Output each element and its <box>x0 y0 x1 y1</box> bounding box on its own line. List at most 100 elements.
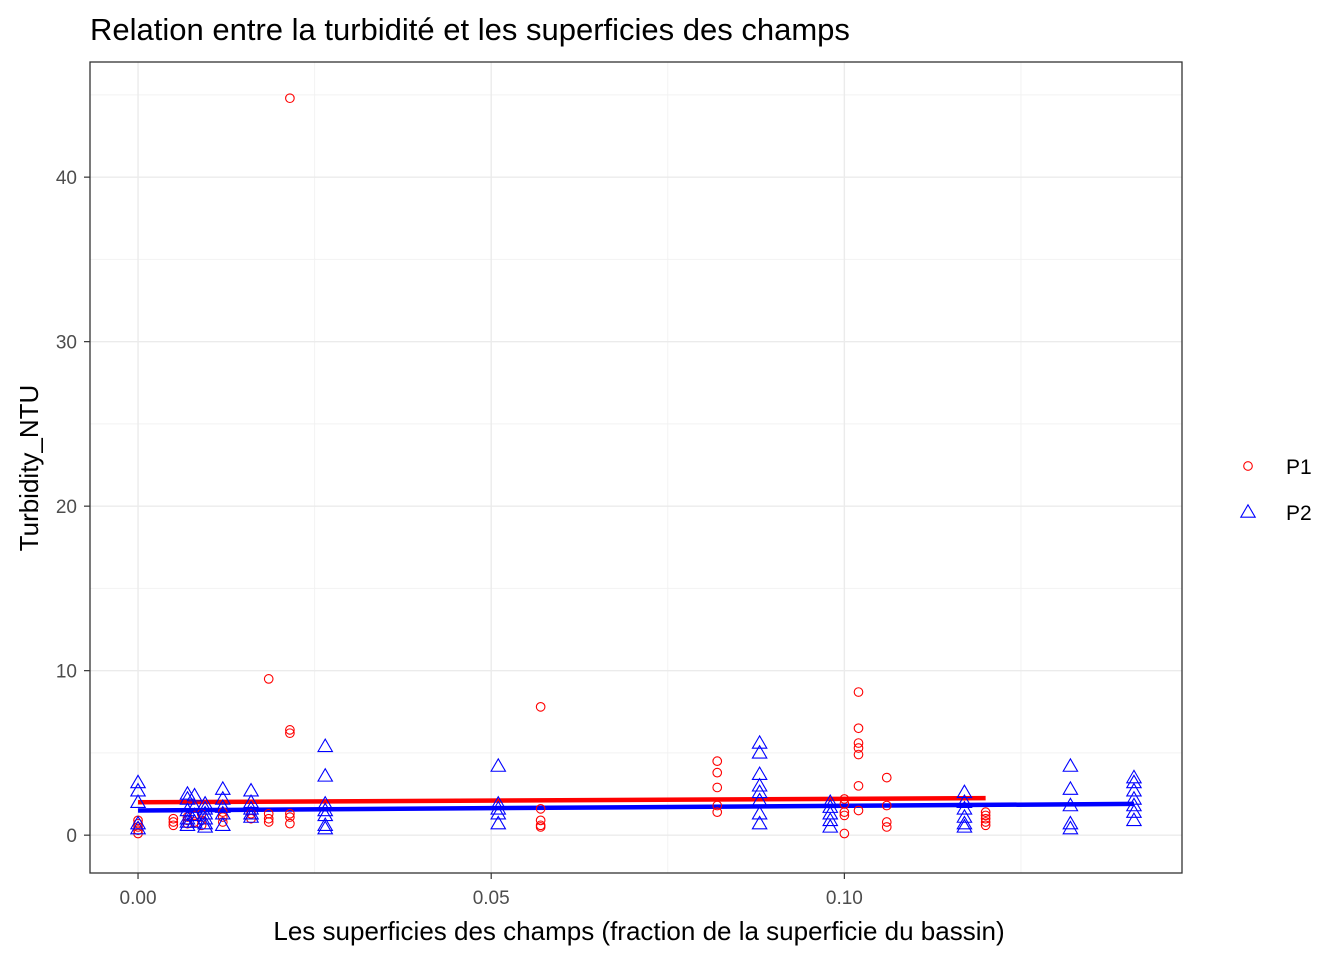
point-p2 <box>179 790 196 805</box>
point-p2 <box>822 793 839 808</box>
point-p2 <box>214 798 231 813</box>
point-p1 <box>712 782 723 793</box>
point-p2 <box>1125 782 1143 797</box>
point-p1 <box>853 738 864 748</box>
point-p2 <box>317 738 334 753</box>
point-p2 <box>129 774 147 789</box>
point-p2 <box>1125 812 1143 827</box>
point-p2 <box>242 808 260 823</box>
point-p2 <box>129 815 147 830</box>
point-p1 <box>839 828 850 839</box>
point-p2 <box>1062 815 1079 830</box>
legend: P1 P2 <box>1239 456 1312 525</box>
point-p2 <box>317 816 334 832</box>
point-p2 <box>317 795 334 810</box>
point-p1 <box>881 800 892 811</box>
point-p1 <box>263 674 274 684</box>
point-p2 <box>214 816 231 832</box>
point-p2 <box>242 782 260 797</box>
point-p2 <box>956 818 973 833</box>
point-p1 <box>881 817 892 827</box>
x-axis-title: Les superficies des champs (fraction de … <box>273 916 1004 946</box>
point-p1 <box>980 820 991 831</box>
point-p1 <box>853 805 864 816</box>
point-p2 <box>1125 769 1143 784</box>
point-p2 <box>196 800 214 815</box>
point-p1 <box>535 803 546 814</box>
point-p2 <box>490 800 507 815</box>
point-p1 <box>168 820 179 831</box>
point-p2 <box>179 810 196 825</box>
point-p1 <box>168 813 179 824</box>
point-p2 <box>956 793 973 808</box>
point-p1 <box>168 817 179 827</box>
point-p1 <box>712 767 723 778</box>
point-p2 <box>179 785 196 800</box>
grid-lines <box>90 62 1182 873</box>
point-p1 <box>839 799 850 809</box>
chart-title: Relation entre la turbidité et les super… <box>90 12 850 47</box>
point-p1 <box>980 813 991 824</box>
point-p2 <box>186 798 203 813</box>
point-p2 <box>317 820 334 835</box>
legend-label-p1: P1 <box>1286 456 1312 479</box>
point-p2 <box>956 808 973 823</box>
point-p1 <box>853 743 864 753</box>
point-p2 <box>822 798 839 813</box>
point-p1 <box>535 702 546 712</box>
point-p2 <box>186 787 203 802</box>
y-axis-title: Turbidity_NTU <box>14 385 44 552</box>
point-p2 <box>1062 797 1079 812</box>
legend-label-p2: P2 <box>1286 502 1312 525</box>
point-p1 <box>853 687 864 697</box>
plot-panel <box>90 62 1182 873</box>
point-p1 <box>285 818 295 829</box>
x-axis: 0.00 0.05 0.10 <box>120 873 863 909</box>
y-tick-label: 20 <box>56 497 77 518</box>
point-p1 <box>285 808 295 819</box>
point-p2 <box>490 757 507 772</box>
point-p1 <box>853 749 864 760</box>
point-p1 <box>535 820 546 831</box>
point-p2 <box>129 793 147 808</box>
point-p1 <box>980 807 991 817</box>
y-tick-label: 0 <box>66 826 77 847</box>
point-p2 <box>1062 780 1079 795</box>
point-p1 <box>285 812 295 822</box>
point-p2 <box>179 802 196 817</box>
point-p1 <box>263 813 274 824</box>
point-p2 <box>242 793 260 808</box>
point-p2 <box>751 792 768 807</box>
point-p2 <box>242 805 260 820</box>
y-axis: 0 10 20 30 40 <box>56 168 90 847</box>
point-p2 <box>1062 820 1079 835</box>
x-tick-label: 0.00 <box>120 888 157 909</box>
point-p2 <box>1062 757 1079 772</box>
trend-line-p2 <box>138 801 1134 813</box>
point-p1 <box>712 807 723 817</box>
point-p2 <box>490 795 507 810</box>
point-p2 <box>129 782 147 797</box>
point-p2 <box>317 807 334 822</box>
point-p2 <box>196 810 214 825</box>
point-p1 <box>980 810 991 821</box>
point-p1 <box>263 808 274 819</box>
point-p2 <box>751 805 768 820</box>
point-p1 <box>285 725 295 735</box>
trend-line-p1 <box>138 795 986 805</box>
point-p2 <box>196 815 214 830</box>
point-p1 <box>712 756 723 766</box>
point-p2 <box>214 790 231 805</box>
point-p1 <box>285 93 295 104</box>
point-p2 <box>214 780 231 795</box>
point-p2 <box>317 767 334 782</box>
point-p2 <box>751 766 768 781</box>
point-p2 <box>196 795 214 810</box>
point-p1 <box>980 817 991 827</box>
point-p1 <box>839 794 850 804</box>
point-p1 <box>285 728 295 739</box>
point-p2 <box>196 818 214 833</box>
point-p2 <box>956 784 973 799</box>
point-p1 <box>712 800 723 811</box>
